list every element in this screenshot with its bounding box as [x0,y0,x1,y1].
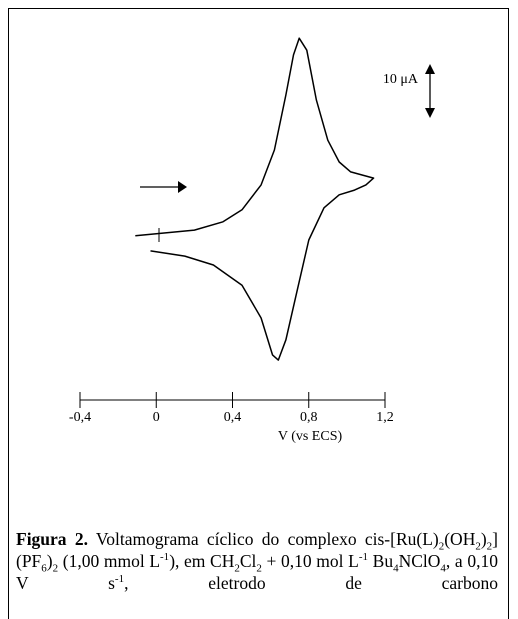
x-tick-label: -0,4 [69,410,91,425]
caption-text: 2 [234,562,240,575]
chart: 10 μA V (vs ECS) -0,4 0 0,4 0,8 1,2 [69,37,435,444]
caption-label: Figura 2. [16,529,88,549]
scan-arrow-head [178,181,187,193]
caption-text: 2 [486,540,493,553]
caption-text: 2 [438,540,445,553]
x-tick-label: 0,8 [300,410,318,425]
caption-text: 2 [52,562,59,575]
caption-text: 4 [393,562,399,575]
caption-text: ](PF [16,529,498,571]
voltammogram-curve [135,37,375,361]
caption-text: (OH [444,529,476,549]
caption-text: (1,00 mmol L [58,551,161,571]
caption-text: , a 0,10 V s [16,551,498,593]
caption-text: 4 [440,562,446,575]
caption-text: Bu [368,551,394,571]
caption-text: , eletrodo de carbono [124,573,498,593]
caption-text: Cl [239,551,257,571]
scale-label: 10 μA [383,72,419,87]
caption-text: 2 [475,540,481,553]
caption-text: ) [46,551,53,571]
figure-frame [8,8,509,619]
x-tick-label: 0,4 [224,410,242,425]
caption-text: ) [480,529,487,549]
x-tick-label: 0 [153,410,160,425]
caption-text: 2 [256,562,262,575]
caption-text: -1 [114,573,125,586]
caption-text: 6 [41,562,47,575]
x-axis-label: V (vs ECS) [278,429,343,444]
caption-text: -1 [358,551,369,564]
caption-text: + 0,10 mol L [261,551,359,571]
caption: Figura 2. Voltamograma cíclico do comple… [16,528,498,594]
caption-text: Voltamograma cíclico do complexo cis-[Ru… [87,529,439,549]
caption-text: NClO [398,551,441,571]
caption-text: -1 [160,551,170,564]
x-tick-label: 1,2 [376,410,394,425]
caption-text: ), em CH [169,551,235,571]
